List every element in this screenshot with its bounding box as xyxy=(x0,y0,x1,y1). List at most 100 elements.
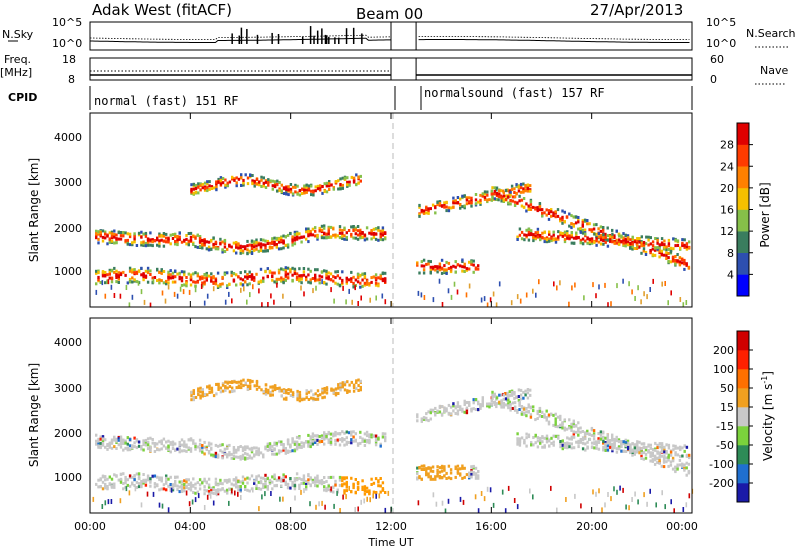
echo-cell xyxy=(563,237,567,241)
echo-cell xyxy=(683,468,686,472)
echo-cell xyxy=(316,184,320,188)
echo-cell xyxy=(208,387,211,391)
ground-scatter-cell xyxy=(231,298,233,304)
ground-scatter-cell xyxy=(580,503,582,509)
echo-cell xyxy=(205,240,208,244)
echo-cell xyxy=(622,442,625,446)
echo-cell xyxy=(554,215,557,219)
echo-cell xyxy=(674,446,677,450)
echo-cell xyxy=(253,245,256,249)
echo-cell xyxy=(208,180,211,184)
echo-cell xyxy=(599,433,603,437)
echo-cell xyxy=(656,456,659,460)
echo-cell xyxy=(194,236,197,240)
echo-cell xyxy=(379,235,382,239)
echo-cell xyxy=(332,233,335,237)
echo-cell xyxy=(235,476,238,480)
echo-cell xyxy=(568,437,571,441)
echo-cell xyxy=(345,277,348,281)
echo-cell xyxy=(454,270,457,274)
echo-cell xyxy=(278,386,281,390)
echo-cell xyxy=(268,442,272,446)
echo-cell xyxy=(530,233,533,237)
echo-cell xyxy=(474,408,478,411)
nave-tick-bottom: 0 xyxy=(710,73,717,86)
echo-cell xyxy=(271,444,274,448)
echo-cell xyxy=(180,484,184,488)
echo-cell xyxy=(595,232,598,236)
echo-cell xyxy=(249,379,252,383)
echo-cell xyxy=(624,441,628,445)
echo-cell xyxy=(318,227,321,231)
echo-cell xyxy=(525,202,528,206)
echo-cell xyxy=(176,488,179,492)
echo-cell xyxy=(459,405,462,409)
echo-cell xyxy=(104,281,107,285)
echo-cell xyxy=(217,180,220,184)
echo-cell xyxy=(239,282,242,286)
echo-cell xyxy=(518,227,522,231)
echo-cell xyxy=(370,280,373,284)
echo-cell xyxy=(611,447,614,451)
ground-scatter-cell xyxy=(279,496,281,502)
ground-scatter-cell xyxy=(170,487,173,493)
echo-cell xyxy=(300,441,303,445)
echo-cell xyxy=(178,237,181,241)
echo-cell xyxy=(160,233,163,237)
echo-cell xyxy=(470,473,473,476)
echo-cell xyxy=(334,433,337,437)
echo-cell xyxy=(115,276,118,279)
echo-cell xyxy=(241,251,245,255)
ground-scatter-cell xyxy=(206,494,209,500)
colorbar-tick-label: 15 xyxy=(720,401,734,414)
echo-cell xyxy=(363,283,367,287)
echo-cell xyxy=(293,267,297,271)
echo-cell xyxy=(363,432,367,436)
echo-cell xyxy=(185,237,188,241)
power-colorbar-label: Power [dB] xyxy=(758,182,772,247)
echo-cell xyxy=(674,444,677,448)
xtick-2: 08:00 xyxy=(275,520,307,533)
echo-cell xyxy=(167,281,170,285)
echo-cell xyxy=(502,393,505,397)
echo-cell xyxy=(226,480,229,484)
echo-cell xyxy=(586,237,589,241)
echo-cell xyxy=(343,431,346,435)
echo-cell xyxy=(438,470,442,474)
echo-cell xyxy=(259,238,263,242)
ground-scatter-cell xyxy=(258,288,260,294)
echo-cell xyxy=(192,477,195,481)
echo-cell xyxy=(321,389,324,393)
echo-cell xyxy=(348,383,351,387)
echo-cell xyxy=(547,422,551,426)
echo-cell xyxy=(337,179,340,183)
echo-cell xyxy=(311,442,315,446)
echo-cell xyxy=(280,239,283,242)
echo-cell xyxy=(370,237,373,241)
echo-cell xyxy=(452,201,455,205)
echo-cell xyxy=(361,284,364,288)
echo-cell xyxy=(500,399,503,403)
ground-scatter-cell xyxy=(444,508,447,514)
ground-scatter-cell xyxy=(495,302,498,308)
ground-scatter-cell xyxy=(622,278,624,284)
echo-cell xyxy=(379,232,382,236)
echo-cell xyxy=(167,447,170,451)
ground-scatter-cell xyxy=(381,293,384,299)
echo-cell xyxy=(674,255,677,258)
echo-cell xyxy=(210,187,214,190)
echo-cell xyxy=(559,217,562,221)
echo-cell xyxy=(146,271,150,275)
echo-cell xyxy=(327,438,330,442)
echo-cell xyxy=(345,440,348,444)
echo-cell xyxy=(142,443,145,446)
echo-cell xyxy=(491,195,494,199)
echo-cell xyxy=(300,482,303,485)
echo-cell xyxy=(651,448,655,451)
echo-cell xyxy=(474,267,478,271)
echo-cell xyxy=(592,434,596,438)
echo-cell xyxy=(656,239,659,242)
echo-cell xyxy=(427,419,430,423)
echo-cell xyxy=(268,443,272,447)
echo-cell xyxy=(593,446,596,450)
